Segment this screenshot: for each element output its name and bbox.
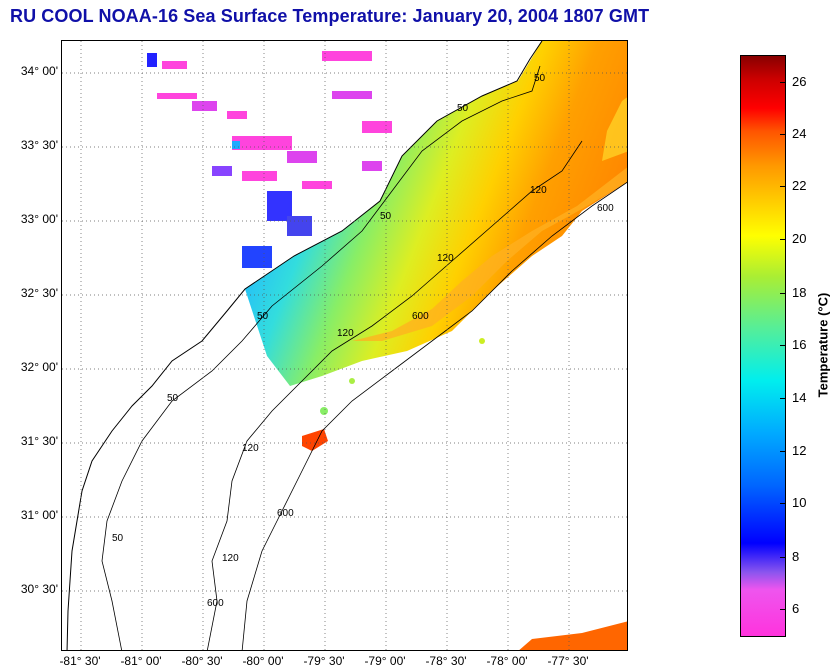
colorbar-tick: [780, 345, 786, 346]
lon-label: -80° 00': [242, 654, 284, 668]
colorbar-tick: [780, 293, 786, 294]
contour-label: 50: [457, 103, 469, 114]
colorbar-label: 22: [792, 178, 807, 193]
colorbar-tick: [780, 398, 786, 399]
contour-label: 50: [112, 533, 124, 544]
contour-label: 50: [534, 73, 546, 84]
coastline: [66, 41, 543, 650]
colorbar-label: 12: [792, 443, 807, 458]
sst-offshore-patch: [602, 97, 627, 161]
colorbar-label: 6: [792, 601, 800, 616]
sst-speck: [320, 407, 328, 415]
contour-label: 120: [337, 328, 354, 339]
lon-label: -81° 00': [120, 654, 162, 668]
colorbar-tick: [780, 134, 786, 135]
contour-label: 600: [597, 203, 614, 214]
lon-label: -78° 00': [486, 654, 528, 668]
sst-swath: [245, 41, 627, 386]
colorbar-tick: [780, 82, 786, 83]
lat-label: 31° 30': [20, 434, 58, 448]
contour-label: 50: [167, 393, 179, 404]
colorbar-label: 8: [792, 549, 800, 564]
colorbar-label: 24: [792, 126, 807, 141]
sst-speck: [479, 338, 485, 344]
lon-label: -78° 30': [425, 654, 467, 668]
contour-120: [206, 140, 583, 650]
colorbar-tick: [780, 503, 786, 504]
sst-small-patch: [302, 429, 328, 451]
contour-label: 50: [380, 211, 392, 222]
lon-label: -79° 30': [303, 654, 345, 668]
inland-cold-pixels: [147, 51, 392, 268]
contour-label: 600: [277, 508, 294, 519]
temperature-colorbar: [740, 55, 786, 637]
contour-label: 120: [242, 443, 259, 454]
colorbar-tick: [780, 186, 786, 187]
colorbar-tick: [780, 451, 786, 452]
lon-label: -77° 30': [547, 654, 589, 668]
colorbar-tick: [780, 609, 786, 610]
lon-label: -81° 30': [59, 654, 101, 668]
colorbar-tick: [780, 239, 786, 240]
colorbar-label: 16: [792, 337, 807, 352]
colorbar-label: 18: [792, 285, 807, 300]
sst-speck: [349, 378, 355, 384]
colorbar-label: 10: [792, 495, 807, 510]
contour-label: 600: [207, 598, 224, 609]
sst-map-canvas: 50 50 50 120 120 120 600 600 600 50 120 …: [62, 41, 627, 650]
contour-label: 120: [437, 253, 454, 264]
colorbar-title: Temperature (°C): [815, 292, 831, 398]
contour-label: 50: [257, 311, 269, 322]
colorbar-tick: [780, 557, 786, 558]
lat-label: 32° 00': [20, 360, 58, 374]
colorbar-label: 14: [792, 390, 807, 405]
lon-label: -79° 00': [364, 654, 406, 668]
colorbar-label: 26: [792, 74, 807, 89]
contour-label: 600: [412, 311, 429, 322]
lat-label: 34° 00': [20, 64, 58, 78]
lat-label: 33° 30': [20, 138, 58, 152]
lat-label: 30° 30': [20, 582, 58, 596]
lat-label: 32° 30': [20, 286, 58, 300]
lon-label: -80° 30': [181, 654, 223, 668]
lat-label: 31° 00': [20, 508, 58, 522]
contour-label: 120: [222, 553, 239, 564]
chart-title: RU COOL NOAA-16 Sea Surface Temperature:…: [10, 6, 650, 26]
contour-50: [101, 65, 541, 650]
lat-lon-grid: [62, 41, 627, 650]
contour-label: 120: [530, 185, 547, 196]
lat-label: 33° 00': [20, 212, 58, 226]
sst-map: 50 50 50 120 120 120 600 600 600 50 120 …: [61, 40, 628, 651]
colorbar-label: 20: [792, 231, 807, 246]
sst-southeast-patch: [519, 621, 627, 650]
contour-600: [241, 181, 627, 650]
